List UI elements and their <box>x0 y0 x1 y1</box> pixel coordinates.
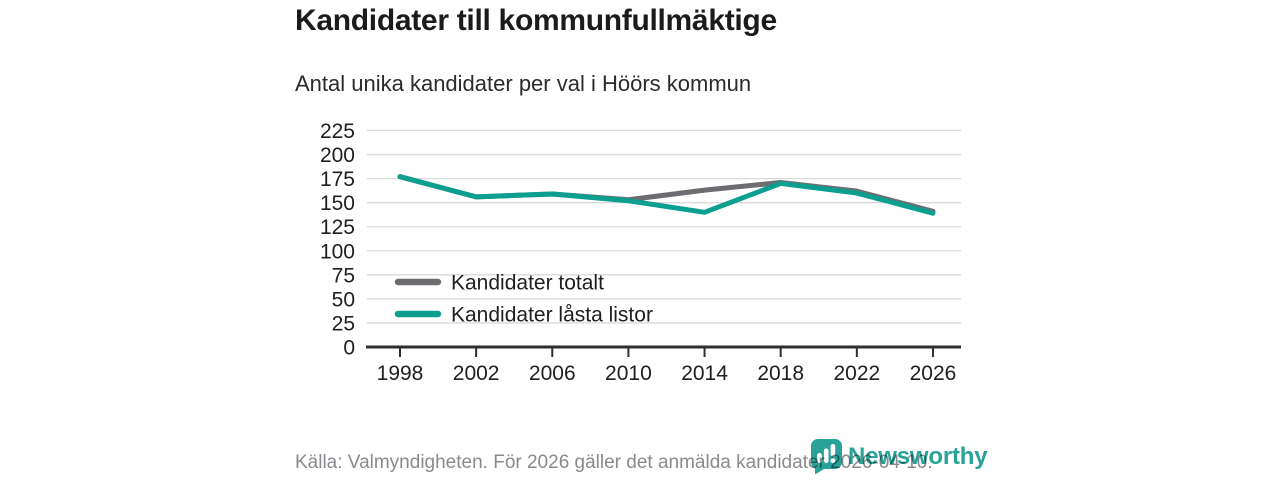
legend-label-1: Kandidater låsta listor <box>451 304 653 327</box>
series-line-1 <box>397 174 936 216</box>
y-tick-label: 175 <box>320 168 355 191</box>
legend-label-0: Kandidater totalt <box>451 272 604 295</box>
bar-chart-speech-bubble-icon <box>810 439 842 475</box>
y-tick-label: 75 <box>332 264 355 287</box>
x-tick-label: 2002 <box>453 362 500 385</box>
y-tick-label: 25 <box>332 312 355 335</box>
x-tick-label: 2014 <box>681 362 728 385</box>
newsworthy-logo: Newsworthy <box>810 438 988 475</box>
page-title: Kandidater till kommunfullmäktige <box>295 4 777 37</box>
x-tick-label: 2006 <box>529 362 576 385</box>
y-tick-label: 125 <box>320 216 355 239</box>
x-tick-label: 1998 <box>377 362 424 385</box>
x-tick-label: 2018 <box>757 362 804 385</box>
y-tick-label: 100 <box>320 240 355 263</box>
y-tick-label: 50 <box>332 288 355 311</box>
chart-subtitle: Antal unika kandidater per val i Höörs k… <box>295 71 752 96</box>
x-tick-label: 2022 <box>833 362 880 385</box>
newsworthy-logo-text: Newsworthy <box>848 442 988 470</box>
y-tick-label: 200 <box>320 144 355 167</box>
y-tick-label: 150 <box>320 192 355 215</box>
y-tick-label: 225 <box>320 120 355 143</box>
x-tick-label: 2010 <box>605 362 652 385</box>
source-note: Källa: Valmyndigheten. För 2026 gäller d… <box>295 452 933 473</box>
x-tick-label: 2026 <box>910 362 957 385</box>
y-tick-label: 0 <box>343 337 355 360</box>
